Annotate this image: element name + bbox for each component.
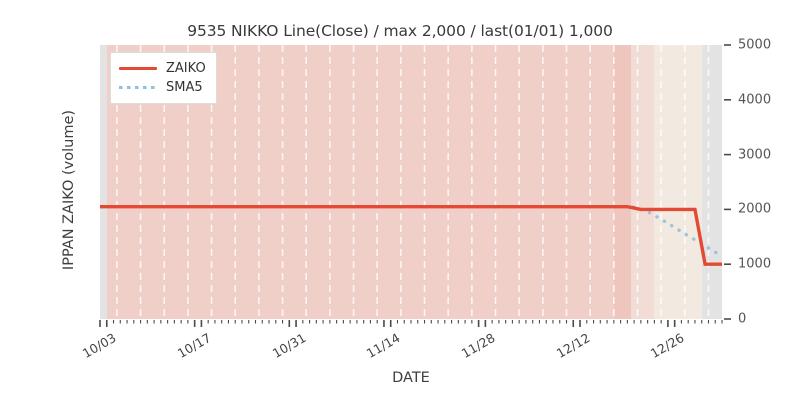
y-tick-label: 1000 <box>738 256 772 272</box>
background-band <box>613 45 632 319</box>
y-tick-label: 2000 <box>738 201 772 217</box>
background-band <box>654 45 702 319</box>
legend-swatch-zaiko-icon <box>119 63 157 75</box>
legend-item-sma5[interactable]: SMA5 <box>119 78 206 97</box>
series-layer <box>100 204 722 266</box>
chart-legend[interactable]: ZAIKO SMA5 <box>110 52 217 104</box>
chart-title: 9535 NIKKO Line(Close) / max 2,000 / las… <box>187 22 613 40</box>
x-tick-label: 10/17 <box>174 330 214 362</box>
x-tick-label: 12/26 <box>648 330 687 362</box>
x-tick-label: 10/31 <box>269 330 309 362</box>
y-tick-label: 4000 <box>738 92 772 108</box>
legend-item-zaiko[interactable]: ZAIKO <box>119 59 206 78</box>
legend-swatch-sma5-icon <box>119 82 157 94</box>
background-band <box>100 45 108 319</box>
y-tick-label: 5000 <box>738 37 772 53</box>
x-tick-label: 11/28 <box>458 330 498 362</box>
legend-label-sma5: SMA5 <box>166 80 203 95</box>
x-tick-label: 12/12 <box>553 330 593 362</box>
y-tick-label: 3000 <box>738 147 772 163</box>
x-tick-label: 11/14 <box>364 330 403 362</box>
y-tick-label: 0 <box>738 311 747 327</box>
series-line-zaiko <box>100 204 722 266</box>
series-line-sma5 <box>100 204 722 258</box>
legend-label-zaiko: ZAIKO <box>166 61 206 76</box>
background-band <box>701 45 722 319</box>
x-axis-label: DATE <box>392 370 430 386</box>
x-tick-label: 10/03 <box>80 330 119 362</box>
y-axis-label: IPPAN ZAIKO (volume) <box>61 109 77 271</box>
